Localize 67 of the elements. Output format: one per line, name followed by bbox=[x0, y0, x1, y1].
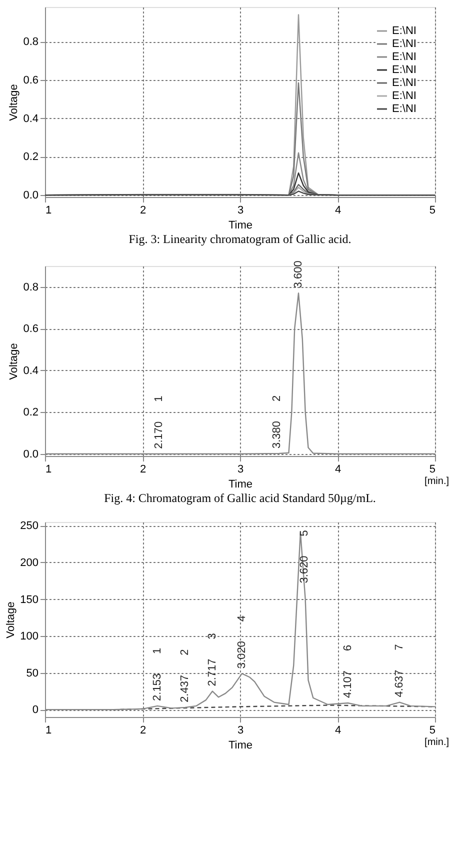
annotation: 2 bbox=[271, 395, 284, 402]
y-tick-label: 150 bbox=[20, 594, 38, 606]
text: Fig. 4: Chromatogram of Gallic acid Standard 50µg/mL. bbox=[104, 491, 376, 505]
y-tick-label: 0.8 bbox=[23, 281, 38, 294]
y-tick-label: 0.2 bbox=[23, 406, 38, 419]
x-tick-label: 5 bbox=[429, 464, 436, 476]
y-tick-label: 0.8 bbox=[23, 36, 38, 48]
annotation: 4 bbox=[236, 615, 248, 622]
legend-label: E:\NI bbox=[392, 25, 416, 37]
y-tick-label: 0.4 bbox=[23, 364, 38, 377]
annotation: 3.620 bbox=[298, 556, 310, 584]
annotation: 7 bbox=[394, 644, 406, 650]
x-tick-label: 4 bbox=[334, 204, 342, 216]
annotation: 1 bbox=[153, 396, 166, 402]
x-tick-label: 3 bbox=[237, 464, 244, 476]
x-tick-label: 2 bbox=[140, 724, 146, 736]
annotation: 1 bbox=[151, 648, 164, 654]
legend-label: E:\NI bbox=[392, 64, 416, 76]
x-tick-label: 5 bbox=[429, 204, 436, 216]
annotation: 2.170 bbox=[153, 421, 166, 449]
x-tick-label: 1 bbox=[46, 464, 52, 476]
annotation: 5 bbox=[298, 530, 310, 536]
annotation: 3.020 bbox=[236, 641, 248, 669]
legend-label: E:\NI bbox=[392, 90, 416, 102]
annotation: 4.107 bbox=[342, 670, 354, 698]
y-tick-label: 0.2 bbox=[23, 151, 38, 164]
annotation: 3.600 bbox=[292, 260, 304, 288]
legend-label: E:\NI bbox=[392, 77, 416, 89]
y-tick-label: 0.0 bbox=[23, 190, 38, 202]
y-tick-label: 0.6 bbox=[23, 74, 38, 86]
y-tick-label: 250 bbox=[20, 520, 38, 532]
y-axis-title: Voltage bbox=[8, 343, 20, 380]
annotation: 2.153 bbox=[151, 673, 164, 701]
y-tick-label: 200 bbox=[20, 556, 38, 569]
annotation: 2 bbox=[179, 649, 192, 656]
x-axis-title: Time bbox=[228, 478, 253, 490]
y-tick-label: 0.0 bbox=[23, 448, 38, 460]
y-tick-label: 0 bbox=[32, 704, 38, 716]
x-tick-label: 4 bbox=[334, 464, 342, 476]
x-tick-label: 3 bbox=[237, 724, 244, 736]
y-axis-title: Voltage bbox=[8, 84, 20, 121]
annotation: 4.637 bbox=[394, 670, 406, 698]
text: [min.] bbox=[424, 737, 450, 748]
y-tick-label: 0.6 bbox=[23, 323, 38, 336]
annotation: 6 bbox=[342, 644, 354, 652]
text: Fig. 3: Linearity chromatogram of Gallic acid. bbox=[128, 232, 352, 246]
x-tick-label: 4 bbox=[334, 724, 342, 736]
annotation: 3 bbox=[206, 633, 218, 640]
annotation: 2.437 bbox=[179, 674, 192, 702]
legend-label: E:\NI bbox=[392, 103, 416, 115]
x-tick-label: 2 bbox=[140, 464, 146, 476]
x-axis-title: Time bbox=[228, 740, 253, 752]
x-tick-label: 5 bbox=[429, 724, 436, 736]
x-tick-label: 1 bbox=[46, 204, 52, 216]
x-tick-label: 3 bbox=[237, 204, 244, 216]
y-tick-label: 100 bbox=[20, 630, 38, 643]
text: [min.] bbox=[424, 476, 450, 487]
annotation: 2.717 bbox=[206, 658, 218, 686]
legend-label: E:\NI bbox=[392, 51, 416, 63]
annotation: 3.380 bbox=[271, 420, 284, 448]
y-tick-label: 0.4 bbox=[23, 112, 38, 125]
x-tick-label: 1 bbox=[46, 724, 52, 736]
y-axis-title: Voltage bbox=[5, 602, 18, 638]
y-tick-label: 50 bbox=[26, 667, 38, 680]
legend-label: E:\NI bbox=[392, 38, 416, 50]
x-axis-title: Time bbox=[228, 220, 253, 232]
x-tick-label: 2 bbox=[140, 204, 146, 216]
